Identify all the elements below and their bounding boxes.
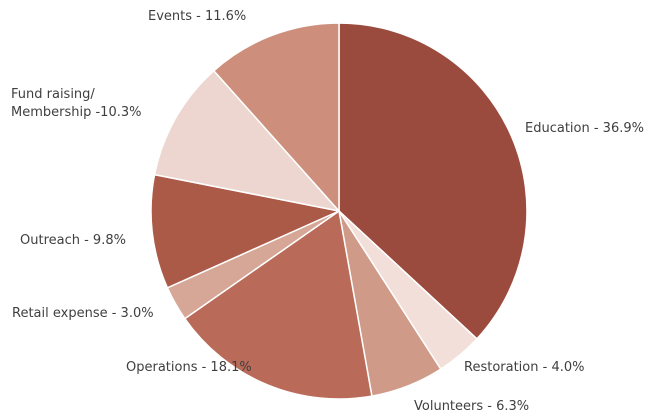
pie-slice [150, 173, 340, 289]
pie-labels: Education - 36.9% Restoration - 4.0% Volun… [11, 9, 644, 414]
pie-slice-label-line: Membership -10.3% [11, 105, 141, 120]
pie-slice [184, 210, 373, 400]
pie-slice-label-line: Restoration - 4.0% [464, 360, 584, 375]
pie-slice-label: Restoration - 4.0% [464, 360, 584, 375]
pie-slice-label: Fund raising/Membership -10.3% [11, 87, 141, 120]
pie-slice-label: Retail expense - 3.0% [12, 306, 154, 321]
pie-slice [338, 22, 528, 340]
pie-slice-label-line: Retail expense - 3.0% [12, 306, 154, 321]
pie-slice [153, 70, 340, 212]
pie-slice-label-line: Outreach - 9.8% [20, 233, 126, 248]
pie-slices [150, 22, 528, 400]
pie-slice-label-line: Events - 11.6% [148, 9, 246, 24]
pie-slice-label: Operations - 18.1% [126, 360, 252, 375]
pie-slice-label: Education - 36.9% [525, 121, 644, 136]
pie-slice [213, 22, 340, 212]
pie-slice-label: Events - 11.6% [148, 9, 246, 24]
pie-slice-label-line: Operations - 18.1% [126, 360, 252, 375]
pie-slice-label-line: Fund raising/ [11, 87, 95, 102]
pie-slice-label: Outreach - 9.8% [20, 233, 126, 248]
pie-slice-label-line: Volunteers - 6.3% [414, 399, 529, 413]
pie-slice-label-line: Education - 36.9% [525, 121, 644, 136]
pie-slice-label: Volunteers - 6.3% [414, 399, 529, 413]
